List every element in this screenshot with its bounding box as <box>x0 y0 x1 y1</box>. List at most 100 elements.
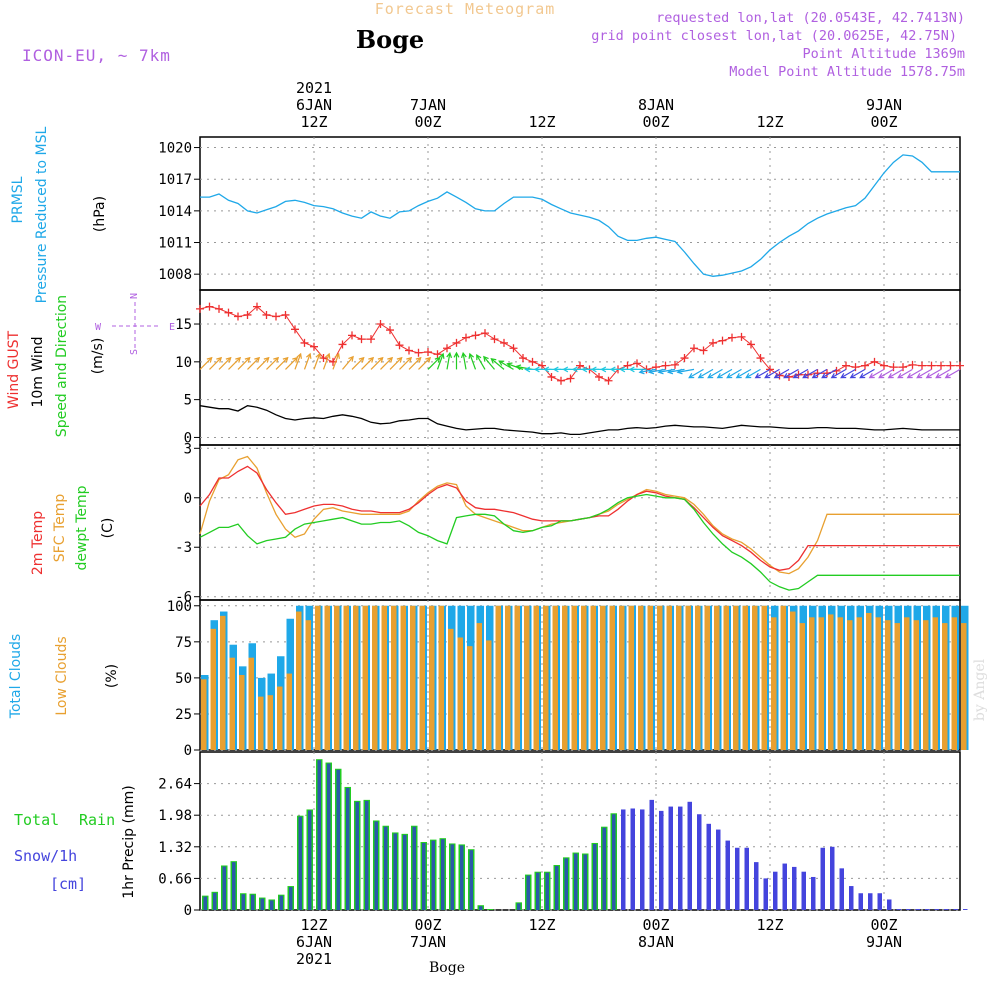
gust-marker <box>452 338 461 347</box>
compass-e: E <box>169 322 175 333</box>
snow-bar <box>716 829 721 910</box>
wind-arrow <box>926 368 942 379</box>
time-label: 12Z <box>528 113 555 131</box>
snow-bar <box>877 893 882 910</box>
rain-bar-inner <box>555 865 559 910</box>
wind-arrow-head <box>490 357 497 364</box>
wind-arrow-head <box>802 373 809 379</box>
low-cloud-bar <box>742 605 748 750</box>
snow-bar <box>953 909 958 910</box>
wind-arrow <box>436 353 444 370</box>
low-cloud-bar <box>220 615 226 750</box>
rain-bar-inner <box>346 787 350 910</box>
y-tick-label: 0 <box>184 743 192 759</box>
low-cloud-bar <box>657 605 663 750</box>
low-cloud-bar <box>267 695 273 750</box>
wind-arrow-head <box>315 352 321 359</box>
bottom-station: Boge <box>429 960 465 976</box>
wind-arrow-head <box>446 351 453 359</box>
wind-arrow-head <box>225 356 232 363</box>
gust-marker <box>224 308 233 317</box>
rain-bar-inner <box>517 903 521 910</box>
gust-marker <box>633 359 641 368</box>
wind-arrow-head <box>396 356 403 363</box>
wind-arrow <box>745 368 761 379</box>
gust-marker <box>310 342 318 351</box>
rain-bar-inner <box>222 866 226 910</box>
gust-marker <box>481 329 489 338</box>
time-label: 00Z <box>414 113 441 131</box>
wind-arrow-head <box>348 355 354 362</box>
low-cloud-bar <box>277 686 283 750</box>
rain-bar-inner <box>450 844 454 910</box>
gust-marker <box>215 304 223 313</box>
wind-arrow <box>462 353 467 370</box>
y-tick-label: 2.64 <box>158 777 192 793</box>
snow-bar <box>630 808 635 910</box>
wind-arrow-head <box>292 356 299 363</box>
low-cloud-bar <box>647 605 653 750</box>
gust-marker <box>348 331 356 340</box>
wind-arrow <box>897 368 913 379</box>
gust-marker <box>927 361 936 370</box>
precip-label-total: Total <box>14 811 59 829</box>
wind-arrow-head <box>244 356 251 363</box>
wind-arrow-head <box>944 373 951 379</box>
gust-marker <box>357 335 366 344</box>
low-cloud-bar <box>229 657 235 750</box>
rain-bar-inner <box>441 839 445 910</box>
low-cloud-bar <box>524 605 530 750</box>
wind-arrow-head <box>840 373 847 379</box>
wind-arrow <box>649 368 666 373</box>
low-cloud-bar <box>666 605 672 750</box>
gust-marker <box>253 302 261 311</box>
wind-arrow-head <box>754 373 761 379</box>
wind-arrow <box>755 368 771 379</box>
y-tick-label: 1008 <box>158 267 192 283</box>
wind-arrow <box>774 368 790 379</box>
y-tick-label: 25 <box>175 707 192 723</box>
wind-arrow <box>247 357 260 370</box>
low-cloud-bar <box>410 605 416 750</box>
precip-label-rain: Rain <box>79 811 115 829</box>
cloud-label-low: Low Clouds <box>54 636 70 715</box>
model-label: ICON-EU, ~ 7km <box>22 46 171 65</box>
wind-arrow-head <box>571 366 578 373</box>
low-cloud-bar <box>638 605 644 750</box>
wind-arrow-head <box>764 373 771 379</box>
gust-marker <box>661 361 670 370</box>
low-cloud-bar <box>429 605 435 750</box>
wind-arrow <box>840 368 856 379</box>
snow-bar <box>735 847 740 910</box>
wind-arrow <box>351 357 365 370</box>
wind-arrow <box>507 363 524 370</box>
wind-arrow <box>313 353 321 370</box>
gust-marker <box>918 361 926 370</box>
wind-arrow <box>639 368 657 373</box>
wind-arrow-head <box>648 368 655 375</box>
low-cloud-bar <box>248 657 254 750</box>
model-altitude: Model Point Altitude 1578.75m <box>729 64 965 80</box>
time-label: 12Z <box>528 916 555 934</box>
low-cloud-bar <box>714 605 720 750</box>
low-cloud-bar <box>210 628 216 750</box>
gust-marker <box>557 376 565 385</box>
wind-arrow <box>237 357 251 370</box>
wind-arrow <box>446 353 451 370</box>
low-cloud-bar <box>923 620 929 750</box>
gust-marker <box>367 335 375 344</box>
time-label: 12Z <box>300 113 327 131</box>
gust-marker <box>595 372 603 381</box>
rain-bar-inner <box>384 826 388 910</box>
wind-arrow-head <box>543 366 550 373</box>
wind-arrow-head <box>657 368 664 375</box>
low-cloud-bar <box>828 614 834 750</box>
rain-bar-inner <box>270 900 274 910</box>
low-cloud-bar <box>628 605 634 750</box>
low-cloud-bar <box>581 605 587 750</box>
y-tick-label: -6 <box>175 590 192 606</box>
time-label: 00Z <box>642 113 669 131</box>
low-cloud-bar <box>315 605 321 750</box>
